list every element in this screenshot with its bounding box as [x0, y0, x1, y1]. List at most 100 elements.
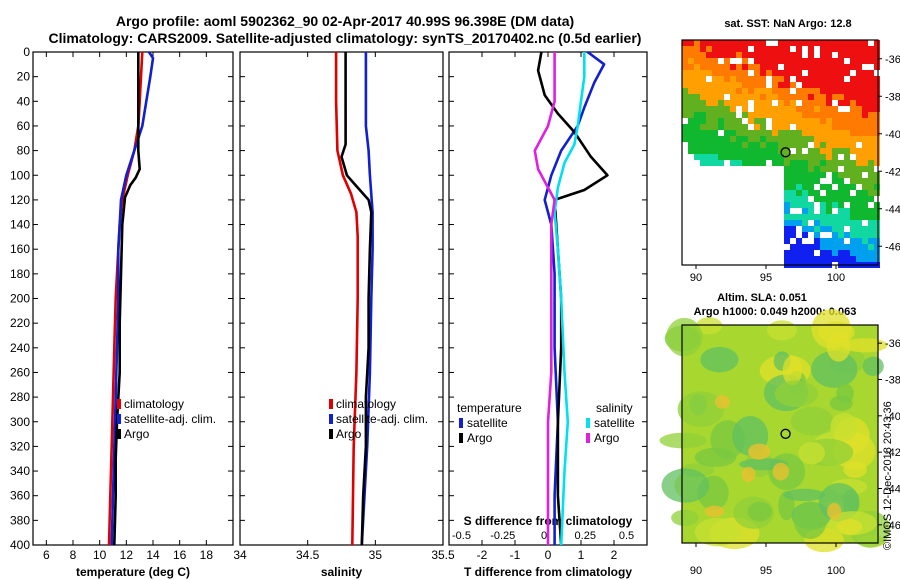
map-y-tick-label: -46 — [885, 241, 900, 253]
sst-cell — [706, 106, 712, 112]
sst-cell — [742, 148, 748, 154]
sst-cell — [868, 136, 874, 142]
sst-cell — [874, 208, 880, 214]
map-x-tick-label: 95 — [760, 565, 772, 577]
y-tick-label: 40 — [17, 94, 31, 108]
legend-swatch — [329, 399, 333, 409]
sst-cell — [844, 64, 850, 70]
sst-cell — [832, 202, 838, 208]
map-y-tick-label: -38 — [885, 375, 900, 387]
sla-blob — [767, 320, 797, 341]
sst-cell — [826, 124, 832, 130]
sst-cell — [826, 256, 832, 262]
sst-cell — [700, 76, 706, 82]
legend-swatch — [586, 418, 590, 428]
sst-cell — [712, 148, 718, 154]
sst-cell — [790, 184, 796, 190]
sst-cell — [772, 70, 778, 76]
sst-cell — [862, 202, 868, 208]
sst-cell — [796, 142, 802, 148]
sst-cell — [784, 202, 790, 208]
sst-cell — [736, 70, 742, 76]
sst-cell — [700, 124, 706, 130]
sst-cell — [838, 46, 844, 52]
sst-cell — [718, 148, 724, 154]
sst-cell — [820, 58, 826, 64]
sst-cell — [772, 136, 778, 142]
sla-blob — [666, 317, 703, 357]
sst-cell — [796, 178, 802, 184]
sst-cell — [862, 82, 868, 88]
sst-cell — [796, 64, 802, 70]
sst-cell — [814, 64, 820, 70]
sst-cell — [862, 154, 868, 160]
sst-cell — [724, 52, 730, 58]
sst-cell — [730, 106, 736, 112]
sst-cell — [802, 130, 808, 136]
sst-cell — [742, 94, 748, 100]
sst-cell — [832, 70, 838, 76]
sst-cell — [874, 178, 880, 184]
sst-cell — [832, 250, 838, 256]
sst-cell — [820, 196, 826, 202]
sst-cell — [874, 94, 880, 100]
sst-cell — [814, 244, 820, 250]
sst-cell — [772, 112, 778, 118]
legend-label: climatology — [336, 397, 396, 411]
sst-cell — [784, 88, 790, 94]
sst-cell — [754, 100, 760, 106]
sst-cell — [796, 196, 802, 202]
sst-cell — [742, 46, 748, 52]
sst-cell — [790, 250, 796, 256]
sst-cell — [856, 214, 862, 220]
sla-blob — [827, 502, 842, 520]
y-tick-label: 20 — [17, 70, 31, 84]
sla-blob — [659, 432, 708, 449]
sst-cell — [832, 172, 838, 178]
x-axis-label: temperature (deg C) — [76, 565, 190, 579]
sst-cell — [754, 76, 760, 82]
sst-cell — [838, 238, 844, 244]
sst-cell — [784, 250, 790, 256]
x-axis-label: salinity — [321, 565, 363, 579]
sst-cell — [826, 94, 832, 100]
sst-cell — [760, 106, 766, 112]
sst-cell — [838, 208, 844, 214]
sla-blob — [793, 501, 827, 540]
sst-cell — [862, 130, 868, 136]
sst-cell — [802, 172, 808, 178]
sst-cell — [868, 130, 874, 136]
sst-cell — [712, 82, 718, 88]
sst-cell — [874, 112, 880, 118]
sst-cell — [832, 94, 838, 100]
top-x-tick-label: -0.5 — [452, 530, 471, 542]
sst-cell — [790, 82, 796, 88]
legend-title-temperature: temperature — [457, 401, 522, 415]
sst-cell — [802, 202, 808, 208]
sst-cell — [784, 214, 790, 220]
sst-cell — [862, 46, 868, 52]
sst-cell — [874, 52, 880, 58]
sst-cell — [754, 160, 760, 166]
series-line-s-argo — [533, 52, 556, 545]
sst-cell — [718, 160, 724, 166]
sst-cell — [772, 46, 778, 52]
sst-cell — [844, 136, 850, 142]
sst-cell — [862, 142, 868, 148]
sst-cell — [742, 64, 748, 70]
sst-cell — [832, 106, 838, 112]
sst-cell — [820, 100, 826, 106]
sst-cell — [850, 106, 856, 112]
sst-cell — [808, 208, 814, 214]
sst-cell — [868, 232, 874, 238]
sst-cell — [856, 82, 862, 88]
map-frame — [681, 39, 879, 266]
y-tick-label: 380 — [10, 513, 30, 527]
sst-cell — [850, 238, 856, 244]
map-x-tick-label: 90 — [690, 565, 702, 577]
sst-cell — [694, 64, 700, 70]
sst-cell — [850, 94, 856, 100]
sst-cell — [700, 88, 706, 94]
series-line-argo — [113, 52, 141, 546]
legend-swatch — [329, 414, 333, 424]
